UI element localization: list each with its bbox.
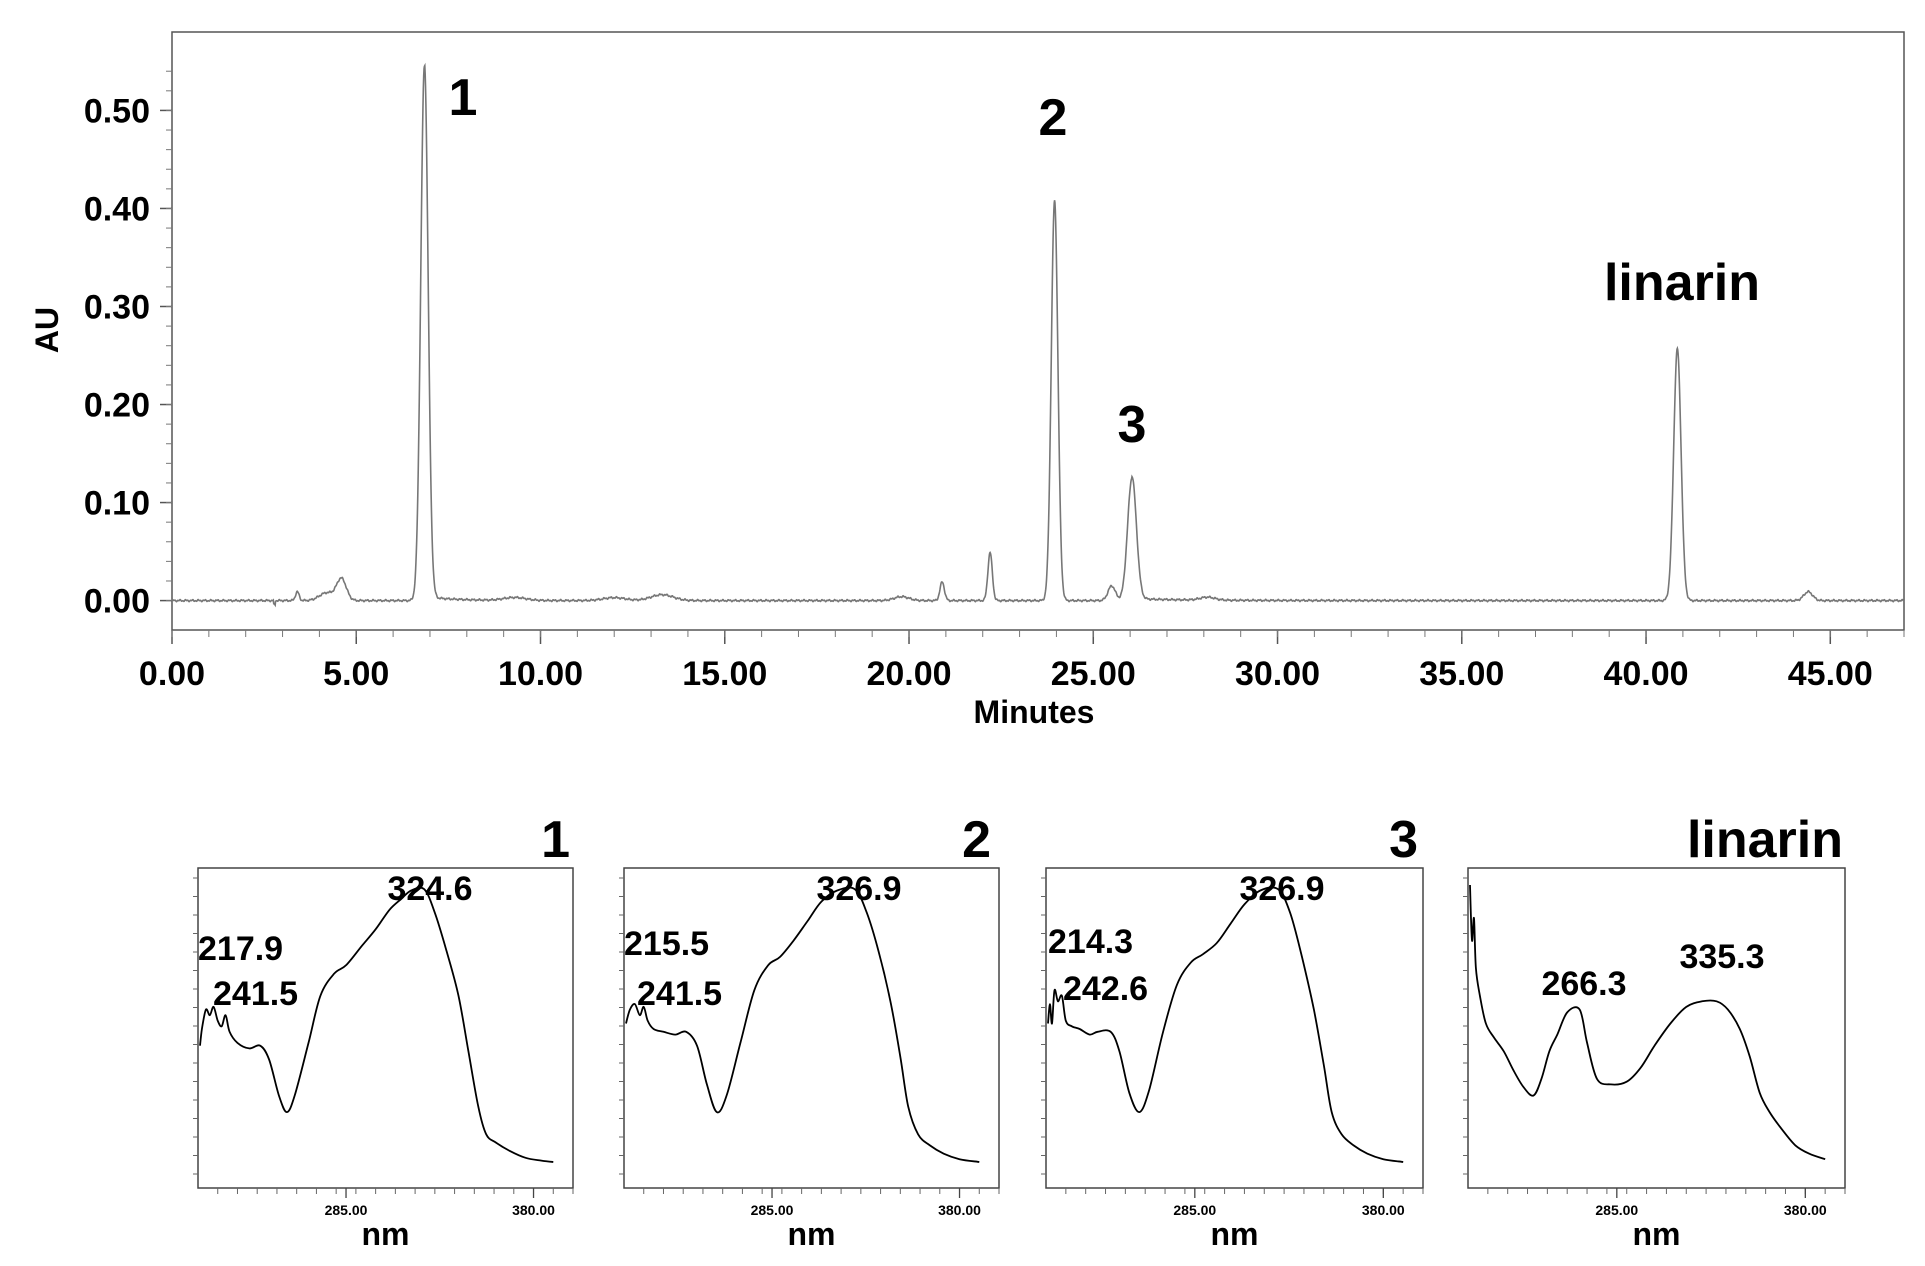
panel-x-axis-title: nm	[362, 1216, 410, 1252]
panel-title: 3	[1389, 811, 1418, 869]
wavelength-label: 266.3	[1541, 965, 1626, 1003]
chromatogram-axes: 0.00 0.10 0.20 0.30 0.40 0.50 0.00 5.00 10.00 15.…	[84, 70, 1905, 693]
x-tick-label: 30.00	[1235, 655, 1320, 693]
x-tick-label: 10.00	[498, 655, 583, 693]
uv-spectrum-curve	[1469, 884, 1826, 1161]
y-axis-title: AU	[29, 307, 65, 353]
panel-frame	[623, 867, 1000, 1189]
x-tick-label: 40.00	[1603, 655, 1688, 693]
wavelength-label: 324.6	[387, 870, 472, 908]
wavelength-label: 335.3	[1679, 938, 1764, 976]
y-tick-label: 0.40	[84, 190, 150, 228]
panel-frame	[197, 867, 574, 1189]
chromatogram-trace	[171, 62, 1905, 608]
panel-x-tick-label: 380.00	[1362, 1202, 1405, 1218]
panel-x-tick-label: 380.00	[938, 1202, 981, 1218]
wavelength-label: 215.5	[624, 925, 709, 963]
panel-x-axis-title: nm	[1633, 1216, 1681, 1252]
uv-spectrum-curve	[625, 886, 980, 1163]
uv-spectrum-panel: 285.00 380.00 linarin 266.3 335.3 nm	[1463, 811, 1846, 1252]
y-tick-label: 0.30	[84, 288, 150, 326]
x-tick-label: 0.00	[139, 655, 205, 693]
peak-label: 1	[449, 69, 478, 127]
panel-x-tick-label: 380.00	[512, 1202, 555, 1218]
peak-label: 3	[1118, 396, 1147, 454]
x-tick-label: 45.00	[1788, 655, 1873, 693]
panel-x-tick-label: 380.00	[1784, 1202, 1827, 1218]
chromatogram-plot-frame	[171, 31, 1905, 631]
wavelength-label: 241.5	[213, 975, 298, 1013]
y-tick-label: 0.00	[84, 583, 150, 621]
panel-title: 1	[541, 811, 570, 869]
panel-x-tick-label: 285.00	[325, 1202, 368, 1218]
x-tick-label: 20.00	[866, 655, 951, 693]
panel-x-tick-label: 285.00	[1173, 1202, 1216, 1218]
wavelength-label: 217.9	[198, 930, 283, 968]
wavelength-label: 326.9	[816, 870, 901, 908]
uv-spectrum-curve	[199, 886, 554, 1163]
panel-title: 2	[962, 811, 991, 869]
y-tick-label: 0.20	[84, 387, 150, 425]
x-tick-label: 5.00	[323, 655, 389, 693]
panel-x-tick-label: 285.00	[751, 1202, 794, 1218]
panel-title: linarin	[1687, 811, 1843, 869]
peak-label: linarin	[1604, 254, 1760, 312]
uv-spectrum-curve	[1047, 886, 1404, 1163]
panel-x-axis-title: nm	[1211, 1216, 1259, 1252]
wavelength-label: 214.3	[1048, 923, 1133, 961]
x-axis-title: Minutes	[974, 694, 1095, 730]
chromatogram-peak-labels: 1 2 3 linarin	[449, 69, 1760, 454]
wavelength-label: 241.5	[637, 975, 722, 1013]
x-tick-label: 35.00	[1419, 655, 1504, 693]
uv-spectrum-panel: 285.00 380.00 2 215.5 241.5 326.9 nm	[619, 811, 1000, 1252]
uv-spectrum-panel: 285.00 380.00 1 217.9 241.5 324.6 nm	[193, 811, 574, 1252]
uv-spectrum-panel: 285.00 380.00 3 214.3 242.6 326.9 nm	[1041, 811, 1424, 1252]
chromatogram-chart: 0.00 0.10 0.20 0.30 0.40 0.50 0.00 5.00 10.00 15.…	[29, 31, 1905, 730]
wavelength-label: 242.6	[1063, 970, 1148, 1008]
y-tick-label: 0.50	[84, 92, 150, 130]
panel-frame	[1045, 867, 1424, 1189]
x-tick-label: 15.00	[682, 655, 767, 693]
panel-x-axis-title: nm	[788, 1216, 836, 1252]
y-tick-label: 0.10	[84, 485, 150, 523]
x-tick-label: 25.00	[1051, 655, 1136, 693]
panel-x-tick-label: 285.00	[1595, 1202, 1638, 1218]
wavelength-label: 326.9	[1239, 870, 1324, 908]
peak-label: 2	[1039, 89, 1068, 147]
panel-frame	[1467, 867, 1846, 1189]
